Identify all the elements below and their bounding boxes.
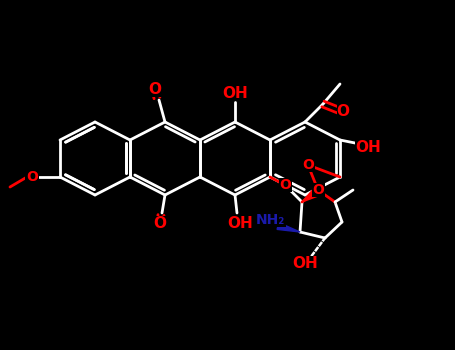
Text: OH: OH	[355, 140, 381, 155]
Bar	[337, 105, 349, 119]
Bar	[25, 170, 39, 184]
Text: O: O	[312, 183, 324, 197]
Text: O: O	[302, 158, 314, 172]
Polygon shape	[302, 190, 317, 202]
Text: O: O	[279, 178, 291, 192]
Bar	[254, 213, 286, 227]
Bar	[312, 183, 324, 197]
Text: NH₂: NH₂	[255, 213, 285, 227]
Text: OH: OH	[227, 216, 253, 231]
Text: O: O	[26, 170, 38, 184]
Bar	[302, 158, 314, 172]
Bar	[228, 216, 252, 230]
Bar	[278, 178, 292, 192]
Text: O: O	[337, 105, 349, 119]
Bar	[148, 83, 162, 97]
Text: OH: OH	[292, 256, 318, 271]
Bar	[224, 87, 246, 101]
Text: OH: OH	[222, 86, 248, 102]
Bar	[153, 216, 167, 230]
Bar	[293, 256, 317, 270]
Bar	[355, 141, 381, 155]
Text: O: O	[148, 83, 162, 98]
Text: O: O	[153, 216, 167, 231]
Polygon shape	[277, 223, 300, 232]
